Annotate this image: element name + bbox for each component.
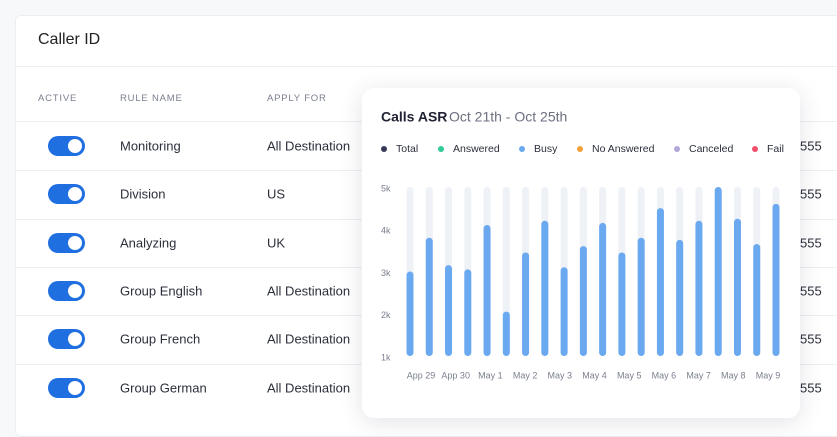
y-tick-label: 4k	[381, 226, 391, 236]
bar	[579, 246, 587, 356]
bar	[656, 208, 664, 356]
toggle-knob	[68, 235, 82, 250]
toggle-knob	[68, 332, 82, 347]
x-tick-label: May 5	[617, 370, 642, 380]
apply-for: All Destination	[267, 138, 351, 154]
bar	[618, 252, 626, 356]
x-tick-label: May 3	[548, 370, 573, 380]
specific: 555	[800, 380, 822, 395]
apply-for: All Destination	[267, 283, 351, 299]
specific: 555	[800, 186, 822, 202]
chart-card: Calls ASR Oct 21th - Oct 25th Total Answe…	[362, 88, 800, 418]
apply-for: All Destination	[267, 380, 351, 395]
x-tick-label: May 8	[721, 370, 746, 380]
legend-marker	[577, 146, 583, 152]
bar	[406, 271, 414, 356]
bar	[637, 237, 645, 356]
y-tick-label: 5k	[381, 183, 391, 193]
bar	[522, 252, 530, 356]
active-toggle[interactable]	[48, 280, 85, 301]
bar	[425, 237, 433, 356]
x-tick-label: May 2	[513, 370, 538, 380]
divider	[16, 66, 837, 67]
x-tick-label: May 1	[478, 370, 503, 380]
active-toggle[interactable]	[48, 232, 85, 253]
specific: 555	[800, 235, 822, 251]
legend-label: No Answered	[592, 143, 655, 155]
panel-title: Caller ID	[38, 31, 101, 48]
specific: 555	[800, 138, 822, 154]
bar	[464, 269, 472, 356]
bar	[541, 220, 549, 356]
column-header: APPLY FOR	[267, 93, 327, 104]
active-toggle[interactable]	[48, 184, 85, 205]
chart-subtitle: Oct 21th - Oct 25th	[449, 109, 567, 125]
specific: 555	[800, 331, 822, 347]
bar	[676, 239, 684, 356]
active-toggle[interactable]	[48, 136, 85, 156]
chart: Calls ASR Oct 21th - Oct 25th Total Answe…	[381, 109, 784, 380]
x-tick-label: May 7	[686, 370, 711, 380]
bar	[753, 244, 761, 356]
toggle-knob	[68, 283, 82, 298]
column-header: RULE NAME	[120, 93, 183, 104]
legend-marker	[438, 146, 444, 152]
apply-for: All Destination	[267, 331, 351, 347]
bar	[695, 220, 703, 356]
legend-label: Total	[396, 143, 418, 155]
bar	[502, 311, 510, 356]
legend-label: Busy	[534, 143, 558, 155]
legend-marker	[752, 146, 758, 152]
bar	[772, 203, 780, 356]
y-tick-label: 3k	[381, 268, 391, 278]
y-tick-label: 2k	[381, 310, 391, 320]
x-tick-label: App 30	[441, 370, 470, 380]
bar	[714, 187, 722, 356]
legend-label: Answered	[453, 143, 500, 155]
active-toggle[interactable]	[48, 329, 85, 350]
bar	[560, 267, 568, 356]
bar	[733, 218, 741, 356]
rule-name: Group French	[120, 331, 201, 347]
legend-marker	[381, 146, 387, 152]
apply-for: US	[267, 186, 286, 202]
column-header: ACTIVE	[38, 93, 78, 104]
bar	[599, 222, 607, 356]
rule-name: Division	[120, 186, 166, 202]
bar	[445, 265, 453, 356]
x-tick-label: May 6	[652, 370, 677, 380]
legend-label: Canceled	[689, 143, 734, 155]
toggle-knob	[68, 139, 82, 153]
rule-name: Monitoring	[120, 138, 181, 154]
toggle-knob	[68, 380, 82, 395]
specific: 555	[800, 283, 822, 299]
legend-marker	[674, 146, 680, 152]
chart-title: Calls ASR	[381, 109, 447, 125]
x-tick-label: May 9	[756, 370, 781, 380]
legend-marker	[519, 146, 525, 152]
apply-for: UK	[267, 235, 286, 251]
x-tick-label: May 4	[582, 370, 607, 380]
rule-name: Group English	[120, 283, 203, 299]
rule-name: Group German	[120, 380, 207, 395]
toggle-knob	[68, 187, 82, 202]
legend-label: Fail	[767, 143, 784, 155]
rule-name: Analyzing	[120, 235, 177, 251]
y-tick-label: 1k	[381, 352, 391, 362]
x-tick-label: App 29	[407, 370, 436, 380]
active-toggle[interactable]	[48, 377, 85, 398]
bar	[483, 225, 491, 356]
